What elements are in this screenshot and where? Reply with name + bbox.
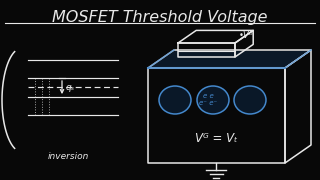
Text: •Vᴳ: •Vᴳ [239,31,254,40]
Text: e⁻ e⁻: e⁻ e⁻ [199,100,217,106]
Text: MOSFET Threshold Voltage: MOSFET Threshold Voltage [52,10,268,25]
Ellipse shape [197,86,229,114]
Polygon shape [149,51,310,68]
Text: Vᴳ = Vₜ: Vᴳ = Vₜ [195,132,237,145]
Text: inversion: inversion [47,152,89,161]
Text: qₛ: qₛ [66,82,75,91]
Text: e e: e e [203,93,213,99]
Ellipse shape [159,86,191,114]
Ellipse shape [234,86,266,114]
